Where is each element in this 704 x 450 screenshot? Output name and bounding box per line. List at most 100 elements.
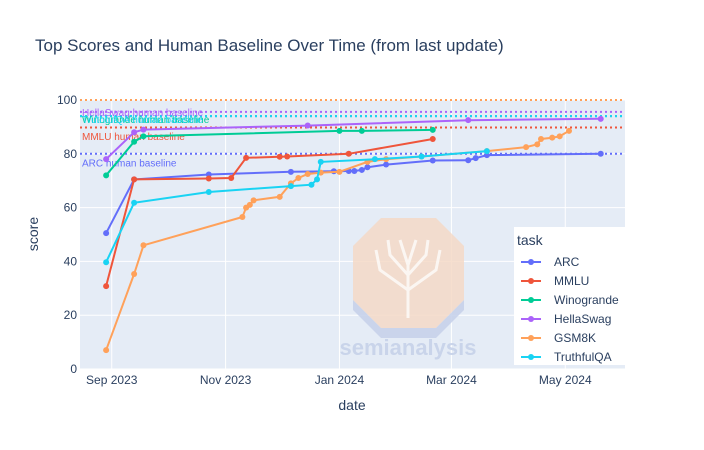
baseline-label: Winogrande human baseline bbox=[82, 115, 210, 126]
y-axis-ticks: 0 20 40 60 80 100 bbox=[57, 93, 77, 376]
data-point-winogrande bbox=[131, 138, 138, 145]
semianalysis-watermark-logo: semianalysis bbox=[340, 218, 477, 360]
series-line-hellaswag bbox=[105, 117, 601, 160]
data-point-winogrande bbox=[336, 127, 343, 134]
baseline-label: MMLU human baseline bbox=[82, 132, 185, 143]
legend-swatch-marker bbox=[528, 259, 534, 265]
legend-label: TruthfulQA bbox=[554, 350, 612, 364]
data-point-gsm8k bbox=[131, 271, 138, 278]
y-tick-label: 60 bbox=[64, 201, 78, 215]
data-point-truthfulqa bbox=[483, 148, 490, 155]
data-point-arc bbox=[597, 150, 604, 157]
legend-box bbox=[514, 227, 634, 365]
legend-title: task bbox=[517, 232, 544, 248]
data-point-arc bbox=[351, 168, 358, 175]
data-point-mmlu bbox=[284, 153, 291, 160]
data-point-gsm8k bbox=[534, 141, 541, 148]
data-point-gsm8k bbox=[239, 214, 246, 221]
data-point-arc bbox=[287, 168, 294, 175]
data-point-mmlu bbox=[429, 136, 436, 143]
data-point-arc bbox=[358, 166, 365, 173]
data-point-truthfulqa bbox=[371, 156, 378, 163]
data-point-truthfulqa bbox=[308, 181, 315, 188]
data-point-mmlu bbox=[228, 175, 235, 182]
y-tick-label: 100 bbox=[57, 93, 77, 107]
data-point-gsm8k bbox=[250, 197, 257, 204]
data-point-gsm8k bbox=[523, 144, 530, 151]
legend-swatch-marker bbox=[528, 316, 534, 322]
data-point-hellaswag bbox=[131, 129, 138, 136]
data-point-gsm8k bbox=[246, 201, 253, 208]
data-point-hellaswag bbox=[465, 117, 472, 124]
legend-swatch-marker bbox=[528, 354, 534, 360]
data-point-truthfulqa bbox=[131, 199, 138, 206]
data-point-gsm8k bbox=[304, 170, 311, 177]
data-point-arc bbox=[472, 155, 479, 162]
y-tick-label: 40 bbox=[64, 254, 78, 268]
data-point-arc bbox=[465, 157, 472, 164]
data-point-gsm8k bbox=[336, 168, 343, 175]
y-tick-label: 0 bbox=[70, 362, 77, 376]
series-line-winogrande bbox=[105, 128, 433, 176]
legend-label: GSM8K bbox=[554, 331, 596, 345]
data-point-hellaswag bbox=[103, 156, 110, 163]
data-point-truthfulqa bbox=[205, 188, 212, 195]
legend-label: HellaSwag bbox=[554, 312, 611, 326]
baseline-label: HellaSwag human baseline bbox=[82, 108, 204, 119]
x-axis-ticks: Sep 2023 Nov 2023 Jan 2024 Mar 2024 May 2024 bbox=[86, 373, 592, 387]
legend-swatch-marker bbox=[528, 297, 534, 303]
data-point-truthfulqa bbox=[103, 259, 110, 266]
legend-swatch-marker bbox=[528, 335, 534, 341]
data-point-gsm8k bbox=[566, 127, 573, 134]
series-line-truthfulqa bbox=[105, 150, 487, 263]
data-point-gsm8k bbox=[276, 193, 283, 200]
data-point-hellaswag bbox=[304, 122, 311, 129]
data-point-arc bbox=[383, 161, 390, 168]
legend-label: Winogrande bbox=[554, 293, 619, 307]
legend-swatch-marker bbox=[528, 278, 534, 284]
x-tick-label: Nov 2023 bbox=[200, 373, 252, 387]
data-point-gsm8k bbox=[556, 133, 563, 140]
data-point-mmlu bbox=[276, 153, 283, 160]
baseline-label: TruthfulQA human baseline bbox=[82, 115, 203, 126]
data-point-mmlu bbox=[131, 176, 138, 183]
legend: task ARC MMLU Winogrande HellaSwag GSM8K Trut… bbox=[514, 227, 634, 365]
data-point-hellaswag bbox=[140, 126, 147, 133]
x-tick-label: Jan 2024 bbox=[315, 373, 365, 387]
data-point-truthfulqa bbox=[317, 158, 324, 165]
data-point-mmlu bbox=[103, 283, 110, 290]
data-point-truthfulqa bbox=[418, 153, 425, 160]
data-point-truthfulqa bbox=[287, 183, 294, 190]
data-point-arc bbox=[429, 157, 436, 164]
data-point-gsm8k bbox=[140, 242, 147, 249]
data-point-mmlu bbox=[243, 154, 250, 161]
series-lines bbox=[103, 115, 604, 354]
data-point-mmlu bbox=[205, 175, 212, 182]
data-point-mmlu bbox=[345, 150, 352, 157]
data-point-gsm8k bbox=[538, 136, 545, 143]
baseline-label: ARC human baseline bbox=[82, 158, 177, 169]
x-axis-title: date bbox=[338, 397, 365, 413]
data-point-arc bbox=[364, 164, 371, 171]
data-point-arc bbox=[103, 230, 110, 237]
y-tick-label: 20 bbox=[64, 308, 78, 322]
x-tick-label: May 2024 bbox=[539, 373, 592, 387]
data-point-gsm8k bbox=[295, 175, 302, 182]
y-axis-title: score bbox=[25, 217, 41, 251]
data-point-winogrande bbox=[103, 172, 110, 179]
data-point-gsm8k bbox=[549, 134, 556, 141]
data-point-winogrande bbox=[140, 133, 147, 140]
chart-title: Top Scores and Human Baseline Over Time … bbox=[35, 36, 504, 55]
data-point-hellaswag bbox=[597, 115, 604, 122]
legend-label: ARC bbox=[554, 255, 580, 269]
data-point-gsm8k bbox=[103, 347, 110, 354]
legend-label: MMLU bbox=[554, 274, 589, 288]
x-tick-label: Sep 2023 bbox=[86, 373, 138, 387]
y-tick-label: 80 bbox=[64, 147, 78, 161]
data-point-winogrande bbox=[429, 126, 436, 133]
data-point-truthfulqa bbox=[314, 176, 321, 183]
watermark-text: semianalysis bbox=[340, 335, 477, 360]
x-tick-label: Mar 2024 bbox=[426, 373, 477, 387]
